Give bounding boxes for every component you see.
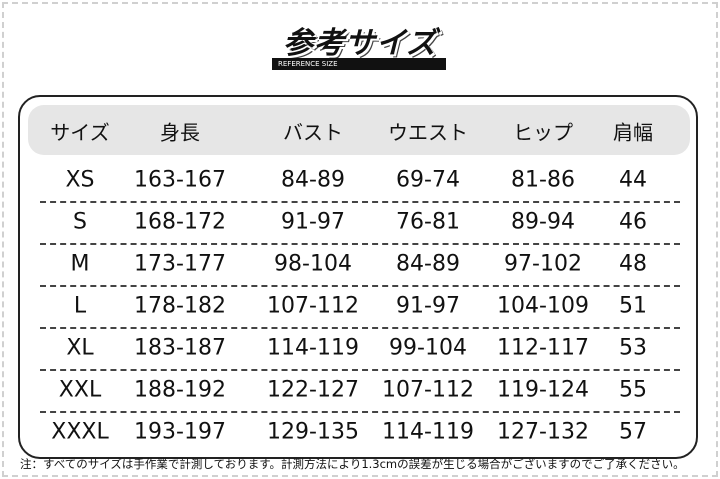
table-cell: XXXL xyxy=(51,419,109,445)
row-separator xyxy=(40,243,680,245)
table-cell: 53 xyxy=(619,335,647,361)
column-header: サイズ xyxy=(50,120,110,145)
title: 参考サイズ xyxy=(282,26,438,61)
column-header: ウエスト xyxy=(388,120,468,145)
row-separator xyxy=(40,369,680,371)
row-separator xyxy=(40,411,680,413)
column-header: バスト xyxy=(283,120,343,145)
row-separator xyxy=(40,327,680,329)
table-cell: 104-109 xyxy=(497,293,589,319)
table-cell: 168-172 xyxy=(134,209,226,235)
table-cell: 48 xyxy=(619,251,647,277)
table-cell: L xyxy=(73,293,87,319)
table-cell: M xyxy=(70,251,90,277)
table-cell: 114-119 xyxy=(382,419,474,445)
table-cell: XS xyxy=(65,167,95,193)
table-cell: 114-119 xyxy=(267,335,359,361)
row-separator xyxy=(40,201,680,203)
table-cell: 173-177 xyxy=(134,251,226,277)
table-cell: 107-112 xyxy=(382,377,474,403)
table-box xyxy=(18,95,698,459)
table-cell: 127-132 xyxy=(497,419,589,445)
table-cell: 44 xyxy=(619,167,647,193)
table-cell: 178-182 xyxy=(134,293,226,319)
subtitle: REFERENCE SIZE xyxy=(272,58,446,70)
table-cell: 163-167 xyxy=(134,167,226,193)
table-cell: 119-124 xyxy=(497,377,589,403)
table-cell: 122-127 xyxy=(267,377,359,403)
column-header: 身長 xyxy=(160,120,200,145)
table-cell: 81-86 xyxy=(511,167,575,193)
table-cell: 188-192 xyxy=(134,377,226,403)
table-cell: 183-187 xyxy=(134,335,226,361)
table-cell: 193-197 xyxy=(134,419,226,445)
table-cell: 51 xyxy=(619,293,647,319)
table-cell: S xyxy=(73,209,87,235)
table-cell: 57 xyxy=(619,419,647,445)
column-header: ヒップ xyxy=(513,120,573,145)
table-cell: 84-89 xyxy=(281,167,345,193)
column-header: 肩幅 xyxy=(613,120,653,145)
table-cell: 84-89 xyxy=(396,251,460,277)
table-cell: 91-97 xyxy=(281,209,345,235)
table-cell: 89-94 xyxy=(511,209,575,235)
table-cell: 112-117 xyxy=(497,335,589,361)
table-cell: 107-112 xyxy=(267,293,359,319)
table-cell: 99-104 xyxy=(389,335,467,361)
row-separator xyxy=(40,285,680,287)
table-header xyxy=(28,105,690,155)
table-cell: 76-81 xyxy=(396,209,460,235)
table-cell: 91-97 xyxy=(396,293,460,319)
table-cell: 98-104 xyxy=(274,251,352,277)
table-cell: 69-74 xyxy=(396,167,460,193)
footnote: 注：すべてのサイズは手作業で計測しております。計測方法により1.3cmの誤差が生… xyxy=(20,457,685,471)
table-cell: XXL xyxy=(58,377,102,403)
table-cell: XL xyxy=(66,335,94,361)
table-cell: 129-135 xyxy=(267,419,359,445)
table-cell: 55 xyxy=(619,377,647,403)
table-cell: 97-102 xyxy=(504,251,582,277)
table-cell: 46 xyxy=(619,209,647,235)
